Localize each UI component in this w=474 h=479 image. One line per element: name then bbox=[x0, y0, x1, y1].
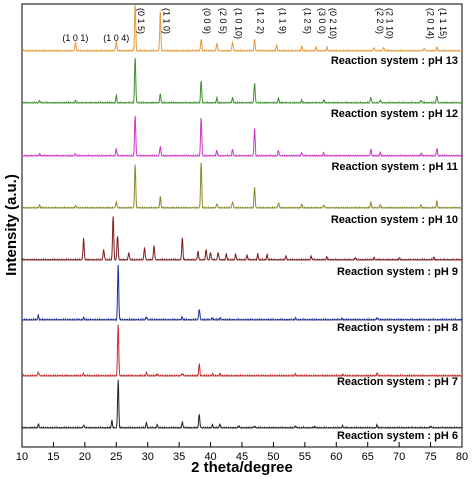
peak-label: (1 0 10) bbox=[234, 8, 244, 39]
peak-label: (1 1 9) bbox=[278, 8, 288, 34]
peak-label: (1 0 4) bbox=[103, 33, 129, 43]
series-label: Reaction system : pH 8 bbox=[337, 322, 458, 334]
x-tick-label: 60 bbox=[330, 451, 342, 463]
series-line bbox=[21, 264, 463, 322]
x-tick-label: 80 bbox=[456, 451, 468, 463]
x-tick-label: 20 bbox=[79, 451, 91, 463]
series-line bbox=[22, 5, 463, 53]
series-layer: Reaction system : pH 13 Reaction system :… bbox=[21, 5, 463, 442]
x-tick-label: 50 bbox=[267, 451, 279, 463]
peak-label: (1 2 5) bbox=[303, 8, 313, 34]
x-tick-label: 30 bbox=[142, 451, 154, 463]
peak-label: (3 0 0) bbox=[317, 8, 327, 34]
series-line bbox=[21, 57, 463, 105]
x-tick-label: 15 bbox=[47, 451, 59, 463]
peak-label: (0 2 10) bbox=[328, 8, 338, 39]
peak-label: (0 0 9) bbox=[202, 8, 212, 34]
x-tick-label: 25 bbox=[110, 451, 122, 463]
series-line bbox=[22, 162, 462, 210]
x-tick-label: 55 bbox=[299, 451, 311, 463]
y-axis-label: Intensity (a.u.) bbox=[3, 174, 20, 276]
peak-label: (2 1 10) bbox=[384, 8, 394, 39]
series-label: Reaction system : pH 9 bbox=[337, 266, 458, 278]
peak-label: (1 1 15) bbox=[438, 8, 448, 39]
peak-label: (2 0 14) bbox=[425, 8, 435, 39]
series-line bbox=[21, 379, 463, 430]
peak-label: (1 0 1) bbox=[62, 33, 88, 43]
series-label: Reaction system : pH 10 bbox=[331, 214, 458, 226]
series-line bbox=[21, 115, 462, 157]
series-label: Reaction system : pH 13 bbox=[331, 55, 458, 67]
x-tick-label: 65 bbox=[362, 451, 374, 463]
peak-label: (1 2 2) bbox=[256, 8, 266, 34]
series-label: Reaction system : pH 12 bbox=[331, 108, 458, 120]
peak-label: (0 1 5) bbox=[136, 8, 146, 34]
series-label: Reaction system : pH 11 bbox=[331, 161, 458, 173]
series-label: Reaction system : pH 7 bbox=[337, 376, 458, 388]
x-tick-label: 40 bbox=[204, 451, 216, 463]
peak-label: (2 0 5) bbox=[218, 8, 228, 34]
series-label: Reaction system : pH 6 bbox=[337, 430, 458, 442]
x-axis-label: 2 theta/degree bbox=[191, 459, 293, 476]
peak-label: (1 1 0) bbox=[161, 8, 171, 34]
x-tick-label: 75 bbox=[424, 451, 436, 463]
series-line bbox=[22, 324, 463, 378]
series-line bbox=[22, 216, 463, 262]
x-tick-label: 10 bbox=[16, 451, 28, 463]
peak-label: (2 2 0) bbox=[375, 8, 385, 34]
x-tick-label: 35 bbox=[173, 451, 185, 463]
x-axis: 10 15 20 25 30 35 40 45 50 55 60 65 70 75 80 bbox=[16, 442, 468, 463]
x-tick-label: 70 bbox=[393, 451, 405, 463]
peak-annotation-layer: (1 0 1) (1 0 4) (0 1 5) (1 1 0) (0 0 9) (2 0 … bbox=[62, 8, 447, 43]
x-tick-label: 45 bbox=[236, 451, 248, 463]
